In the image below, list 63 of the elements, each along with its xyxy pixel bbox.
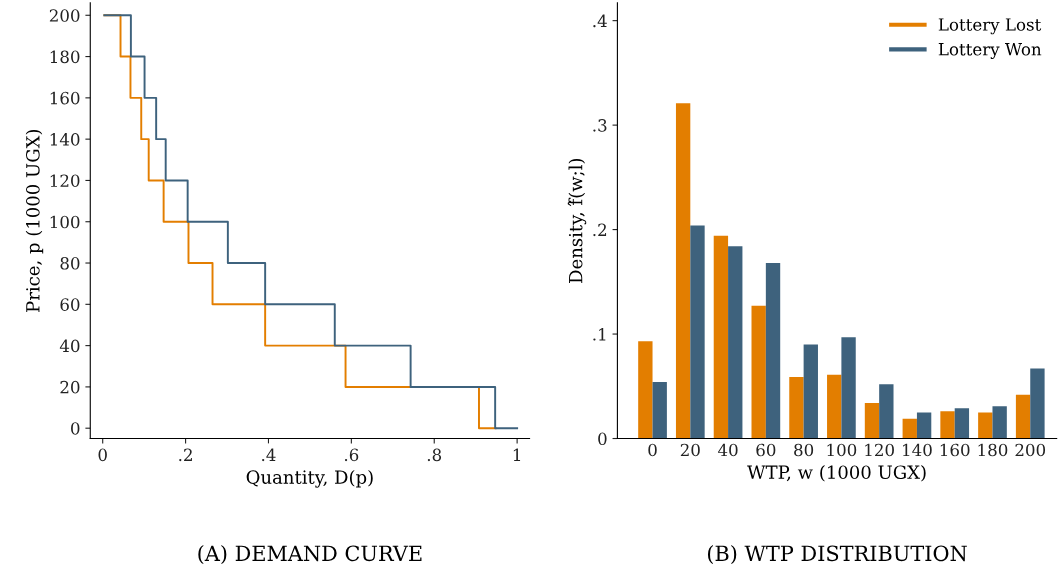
y-tick-label: 80 — [60, 256, 80, 270]
x-axis-title: WTP, w (1000 UGX) — [747, 465, 926, 482]
y-tick-label: .2 — [593, 223, 607, 237]
y-axis-title: Density, f̂(w;l) — [567, 158, 587, 283]
y-tick-label: 180 — [50, 50, 80, 64]
y-tick-label: 0 — [71, 422, 80, 435]
x-tick-label: 1 — [513, 448, 521, 461]
x-tick-label: 140 — [903, 443, 932, 457]
x-tick-label: .6 — [344, 448, 359, 462]
x-tick-label: .4 — [262, 448, 276, 462]
bar — [690, 225, 705, 439]
x-tick-label: 100 — [827, 443, 857, 457]
bar — [954, 408, 970, 439]
y-tick-label: 0 — [598, 432, 607, 446]
y-tick-label: 40 — [59, 339, 80, 353]
y-tick-label: 60 — [60, 298, 80, 311]
y-tick-label: 120 — [50, 174, 80, 188]
bar — [675, 103, 691, 439]
x-tick-label: 180 — [978, 443, 1008, 457]
text: (A) DEMAND CURVE — [198, 545, 422, 565]
x-tick-label: 20 — [680, 443, 700, 457]
bar — [765, 263, 781, 439]
y-tick-label: .4 — [593, 14, 607, 28]
x-tick-label: 40 — [717, 443, 738, 457]
x-tick-label: 160 — [940, 443, 970, 457]
bar — [1030, 368, 1045, 439]
text: (B) WTP DISTRIBUTION — [707, 545, 967, 565]
bar — [841, 337, 856, 439]
y-tick-label: 100 — [50, 215, 80, 229]
x-axis-title: Quantity, D(p) — [246, 469, 373, 488]
bar — [713, 235, 729, 439]
x-tick-label: .2 — [179, 448, 192, 462]
x-tick-label: 120 — [865, 443, 894, 457]
bar — [916, 412, 932, 439]
bar — [1015, 394, 1031, 439]
bar — [902, 418, 917, 439]
bar — [789, 376, 804, 439]
y-tick-label: .1 — [593, 328, 606, 341]
x-tick-label: 80 — [794, 443, 814, 457]
x-tick-label: 0 — [648, 443, 657, 457]
y-tick-label: 160 — [50, 91, 80, 105]
bar — [751, 305, 766, 439]
bar — [940, 411, 955, 439]
y-axis-title: Price, p (1000 UGX) — [25, 129, 44, 312]
y-tick-label: .3 — [593, 119, 607, 132]
bar — [638, 341, 653, 439]
y-tick-label: 20 — [60, 380, 80, 394]
x-tick-label: 0 — [98, 448, 107, 462]
x-tick-label: 200 — [1015, 443, 1046, 457]
y-tick-label: 200 — [49, 9, 80, 22]
bar — [864, 403, 880, 439]
bar — [728, 246, 743, 439]
bar — [992, 406, 1007, 439]
bar — [879, 384, 894, 439]
bar — [803, 344, 818, 439]
bar — [978, 412, 993, 439]
x-tick-label: 60 — [756, 443, 776, 457]
x-tick-label: .8 — [427, 448, 442, 462]
legend-label: Lottery Lost — [938, 18, 1042, 35]
y-tick-label: 140 — [50, 133, 80, 146]
bar — [827, 374, 842, 439]
bar — [652, 382, 667, 439]
legend-label: Lottery Won — [938, 43, 1042, 59]
